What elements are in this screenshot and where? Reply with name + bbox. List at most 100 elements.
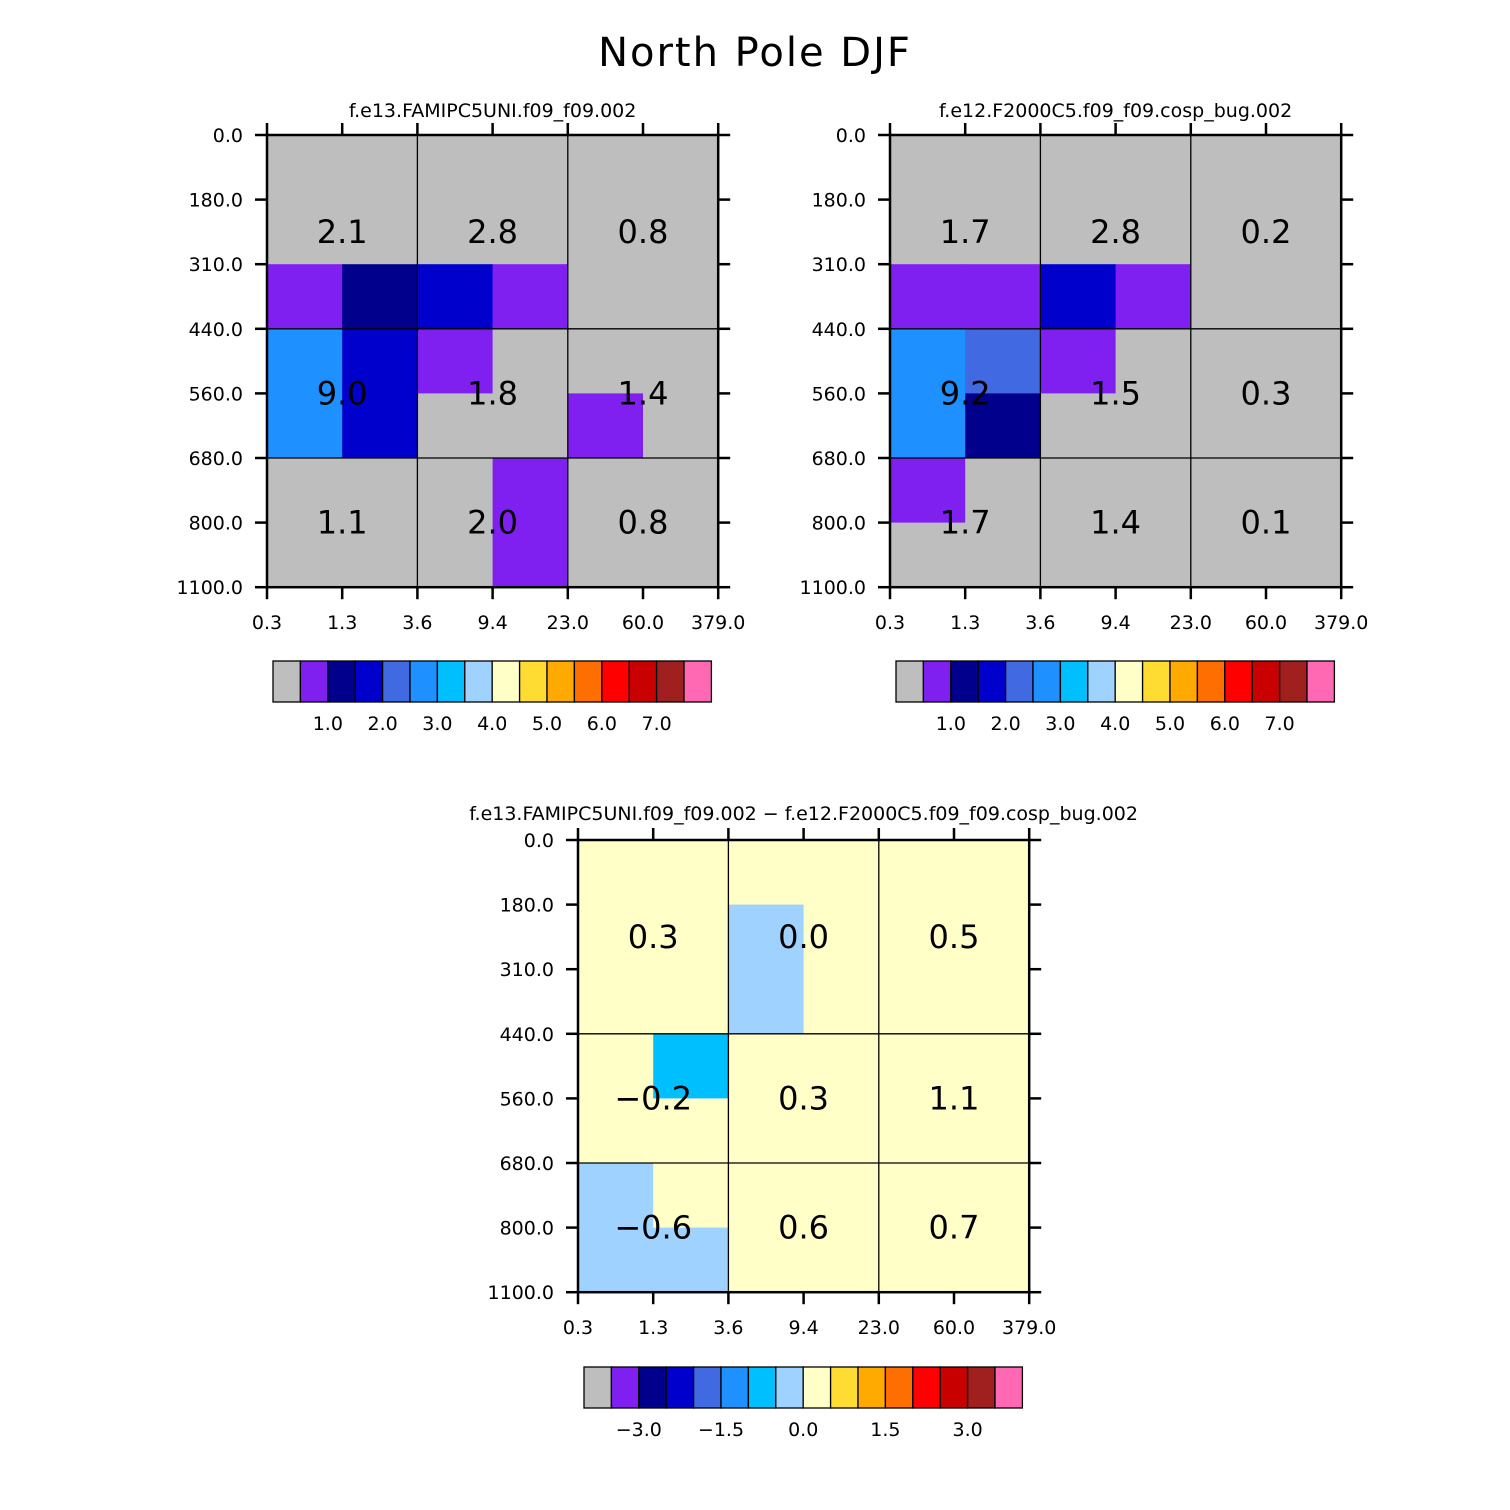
colorbar-box	[518, 660, 548, 703]
heatmap-cell	[1115, 264, 1192, 330]
heatmap-cell	[803, 969, 880, 1035]
y-tick-label: 310.0	[189, 254, 243, 276]
panel-difference: 0.0 180.0 310.0 440.0 560.0 680.0 800.0 1100.0 0…	[469, 803, 1138, 1441]
x-tick-label: 1.3	[327, 612, 357, 634]
heatmap-cell	[878, 904, 955, 970]
panel-title: f.e13.FAMIPC5UNI.f09_f09.002	[349, 100, 637, 122]
heatmap-cell	[492, 135, 569, 201]
heatmap-cell	[578, 1227, 654, 1293]
y-tick-label: 560.0	[189, 383, 243, 405]
colorbar-box	[354, 660, 384, 703]
heatmap-cell	[965, 393, 1041, 459]
heatmap-cell	[342, 458, 418, 524]
heatmap-cell	[728, 1033, 805, 1099]
cell-value-label: 0.0	[778, 918, 829, 956]
cell-value-label: 1.1	[929, 1079, 980, 1117]
colorbar-box	[1196, 660, 1226, 703]
y-tick-label: 1100.0	[800, 577, 866, 599]
heatmap-cell	[728, 840, 805, 906]
x-tick-label: 0.3	[875, 612, 905, 634]
colorbar-box	[665, 1366, 695, 1409]
heatmap-cell	[1040, 264, 1117, 330]
heatmap-cell	[803, 1227, 880, 1293]
heatmap-cell	[653, 1033, 729, 1099]
heatmap-cell	[803, 840, 880, 906]
x-tick-label: 60.0	[933, 1317, 975, 1339]
cell-value-label: −0.2	[614, 1079, 692, 1117]
colorbar-tick-label: 3.0	[422, 713, 452, 735]
cell-value-label: 1.7	[940, 213, 991, 251]
colorbar-box	[802, 1366, 832, 1409]
y-tick-label: 1100.0	[177, 577, 243, 599]
heatmap-cell	[1040, 522, 1117, 588]
colorbar-tick-label: 1.0	[313, 713, 343, 735]
y-tick-label: 680.0	[500, 1153, 554, 1175]
colorbar-tick-label: 7.0	[641, 713, 671, 735]
colorbar-box	[994, 1366, 1024, 1409]
heatmap-cell	[1040, 458, 1117, 524]
heatmap-cell	[878, 840, 955, 906]
colorbar-box	[884, 1366, 914, 1409]
colorbar-box	[299, 660, 329, 703]
colorbar-box	[638, 1366, 667, 1409]
heatmap-cell	[653, 969, 729, 1035]
panel-top-right: 0.0 180.0 310.0 440.0 560.0 680.0 800.0 1100.0 0…	[800, 100, 1369, 735]
colorbar-box	[950, 660, 979, 703]
y-tick-label: 0.0	[836, 125, 866, 147]
heatmap-cell	[803, 1033, 880, 1099]
heatmap-cell	[1190, 393, 1267, 459]
heatmap-cell	[954, 1098, 1030, 1164]
heatmap-cell	[890, 522, 966, 588]
heatmap-cell	[803, 904, 880, 970]
colorbar-box	[1032, 660, 1062, 703]
heatmap-cell	[342, 264, 418, 330]
heatmap-cell	[728, 969, 805, 1035]
heatmap-cell	[492, 199, 569, 265]
heatmap-cell	[417, 199, 494, 265]
cell-value-label: 2.8	[1090, 213, 1141, 251]
heatmap-cell	[653, 904, 729, 970]
heatmap-cell	[890, 264, 966, 330]
x-tick-label: 0.3	[563, 1317, 593, 1339]
heatmap-cell	[954, 1033, 1030, 1099]
heatmap-cell	[1266, 393, 1342, 459]
heatmap-cell	[578, 1098, 654, 1164]
heatmap-cell	[1040, 199, 1117, 265]
heatmap-cell	[653, 1227, 729, 1293]
cell-value-label: 0.3	[778, 1079, 829, 1117]
colorbar-box	[381, 660, 411, 703]
cell-value-label: 9.0	[317, 374, 368, 412]
heatmap-cell	[417, 458, 494, 524]
colorbar-box	[628, 660, 658, 703]
cell-value-label: 0.8	[618, 213, 669, 251]
colorbar-tick-label: −3.0	[616, 1419, 662, 1441]
heatmap-cell	[567, 264, 644, 330]
heatmap-cell	[342, 199, 418, 265]
cell-value-label: 1.1	[317, 504, 368, 542]
heatmap-cell	[878, 1098, 955, 1164]
y-tick-label: 180.0	[189, 190, 243, 212]
colorbar-tick-label: 6.0	[587, 713, 617, 735]
heatmap-cell	[643, 199, 719, 265]
cell-value-label: 2.0	[467, 504, 518, 542]
cell-value-label: 1.5	[1090, 374, 1141, 412]
heatmap-cell	[567, 458, 644, 524]
x-tick-label: 23.0	[1170, 612, 1212, 634]
y-tick-label: 1100.0	[488, 1282, 554, 1304]
colorbar-box	[1114, 660, 1144, 703]
heatmap-cell	[342, 328, 418, 394]
colorbar-tick-label: 3.0	[952, 1419, 982, 1441]
colorbar-box	[1087, 660, 1116, 703]
heatmap-cell	[1115, 458, 1192, 524]
colorbar-tick-label: 3.0	[1045, 713, 1075, 735]
heatmap-cell	[965, 264, 1041, 330]
heatmap-cell	[1115, 393, 1192, 459]
colorbar-box	[977, 660, 1007, 703]
x-tick-label: 3.6	[1025, 612, 1055, 634]
cell-value-label: 0.8	[618, 504, 669, 542]
heatmap-cell	[1266, 458, 1342, 524]
heatmap-cell	[803, 1098, 880, 1164]
colorbar-box	[1169, 660, 1199, 703]
y-tick-label: 440.0	[189, 319, 243, 341]
heatmap-cell	[1266, 328, 1342, 394]
